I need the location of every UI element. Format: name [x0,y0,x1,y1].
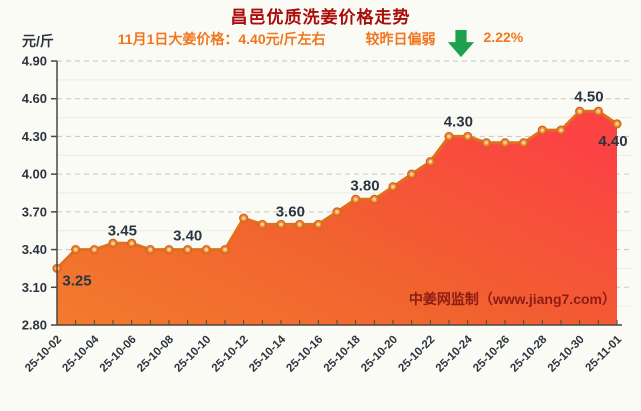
x-axis-label: 25-10-16 [284,334,325,375]
data-point-core [577,109,582,113]
x-axis-label: 25-10-28 [508,333,549,374]
x-axis-label: 25-11-01 [584,333,625,374]
data-point-core [503,141,507,145]
data-value-label: 3.60 [276,203,305,220]
x-axis-label: 25-10-08 [135,333,176,374]
y-axis-label: 3.40 [22,242,47,257]
subtitle-change-percent: 2.22% [483,29,524,45]
chart-title: 昌邑优质洗姜价格走势 [230,8,411,27]
y-axis-unit-label: 元/斤 [22,33,54,49]
x-axis-label: 25-10-24 [434,333,475,374]
subtitle-price-text: 11月1日大姜价格：4.40元/斤左右 [117,31,326,47]
y-axis-label: 4.00 [22,167,47,182]
data-point-core [372,197,377,201]
data-point-core [335,210,339,214]
data-value-label: 3.40 [173,228,202,245]
data-point-core [447,134,451,139]
y-axis-label: 4.60 [22,91,47,106]
data-value-label: 4.40 [598,133,627,150]
data-point-core [148,247,153,252]
data-point-core [316,222,321,227]
x-axis-label: 25-10-06 [98,334,139,375]
data-point-core [73,247,78,252]
x-axis-label: 25-10-12 [210,334,251,375]
data-point-core [428,159,433,164]
data-point-core [615,122,619,126]
data-point-core [484,141,489,145]
down-arrow-icon [447,30,474,58]
x-axis-label: 25-10-04 [60,333,101,374]
data-point-core [465,134,470,139]
data-point-core [204,247,209,252]
watermark-text: 中姜网监制（www.jiang7.com） [409,291,616,307]
chart-subtitle: 11月1日大姜价格：4.40元/斤左右 较昨日偏弱 2.22% [0,29,641,58]
data-point-core [223,247,227,252]
data-point-core [92,247,97,252]
data-point-core [559,128,563,132]
x-axis-label: 25-10-22 [396,334,437,375]
x-axis-label: 25-10-14 [247,333,288,374]
y-axis-label: 3.70 [22,204,47,219]
x-axis-label: 25-10-18 [322,333,363,374]
data-point-core [111,241,115,245]
data-value-label: 4.50 [574,88,603,105]
data-point-core [391,185,395,189]
data-point-core [279,222,283,227]
x-axis-label: 25-10-10 [172,334,213,375]
y-axis-label: 2.80 [22,318,47,333]
y-axis-label: 3.10 [22,280,47,295]
y-axis-label: 4.90 [22,54,47,69]
x-axis-label: 25-10-30 [546,334,587,375]
data-value-label: 3.80 [350,177,379,194]
data-point-core [241,216,246,220]
y-axis-label: 4.30 [22,129,47,144]
data-point-core [185,247,190,252]
data-point-core [409,172,414,176]
x-axis-label: 25-10-26 [471,334,512,375]
data-value-label: 3.45 [108,222,137,239]
data-point-core [297,222,302,227]
price-area-fill [57,111,617,326]
data-point-core [540,128,545,132]
data-point-core [353,197,358,201]
data-point-core [129,241,134,245]
x-axis-label: 25-10-20 [359,334,400,375]
subtitle-trend-text: 较昨日偏弱 [365,31,436,47]
data-point-core [167,247,171,252]
data-value-label: 3.25 [62,272,91,289]
data-point-core [260,222,265,227]
data-point-core [596,109,601,113]
data-value-label: 4.30 [444,113,473,130]
x-axis-label: 25-10-02 [23,334,64,375]
data-point-core [521,141,526,145]
